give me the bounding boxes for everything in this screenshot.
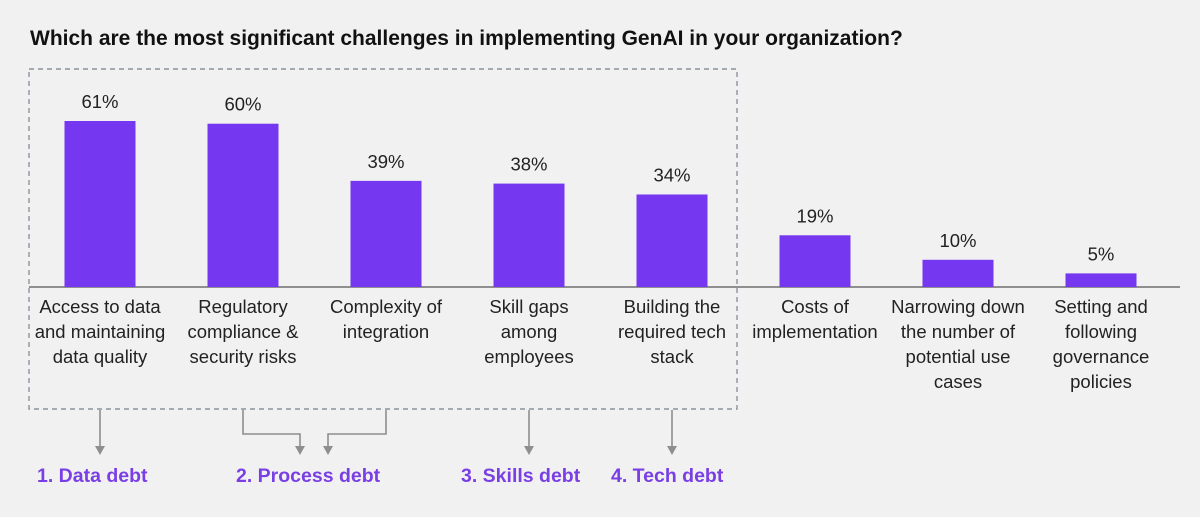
bar: [350, 180, 422, 287]
bar: [493, 183, 565, 287]
data-label: 38%: [510, 154, 547, 175]
bar: [779, 235, 851, 287]
arrow-head: [667, 446, 677, 455]
debt-label-skills: 3. Skills debt: [461, 465, 581, 487]
data-label: 10%: [939, 230, 976, 251]
bar: [207, 123, 279, 287]
category-label: Building the required tech stack: [618, 296, 726, 367]
chart-title: Which are the most significant challenge…: [30, 27, 903, 50]
arrow-head: [524, 446, 534, 455]
data-label: 61%: [81, 91, 118, 112]
category-label: Skill gaps among employees: [484, 296, 574, 367]
debt-label-process: 2. Process debt: [236, 465, 381, 487]
category-label: Costs of implementation: [752, 296, 878, 342]
category-label: Complexity of integration: [329, 296, 443, 342]
category-label: Access to data and maintaining data qual…: [34, 296, 166, 367]
category-label: Regulatory compliance & security risks: [187, 296, 299, 367]
arrow-head: [95, 446, 105, 455]
category-label: Setting and following governance policie…: [1052, 296, 1150, 392]
bar: [922, 259, 994, 287]
data-label: 34%: [653, 164, 690, 185]
debt-label-data: 1. Data debt: [37, 465, 148, 487]
arrow-process-debt-right: [327, 410, 387, 446]
arrow-process-debt-left: [242, 410, 301, 446]
data-label: 5%: [1088, 243, 1115, 264]
bar: [1065, 273, 1137, 287]
data-label: 39%: [367, 151, 404, 172]
category-label: Narrowing down the number of potential u…: [891, 296, 1025, 392]
arrow-head: [323, 446, 333, 455]
debt-label-tech: 4. Tech debt: [611, 465, 724, 487]
bar: [636, 194, 708, 287]
data-label: 19%: [796, 205, 833, 226]
arrow-head: [295, 446, 305, 455]
data-label: 60%: [224, 94, 261, 115]
bar: [64, 121, 136, 287]
group-box: [28, 68, 738, 410]
